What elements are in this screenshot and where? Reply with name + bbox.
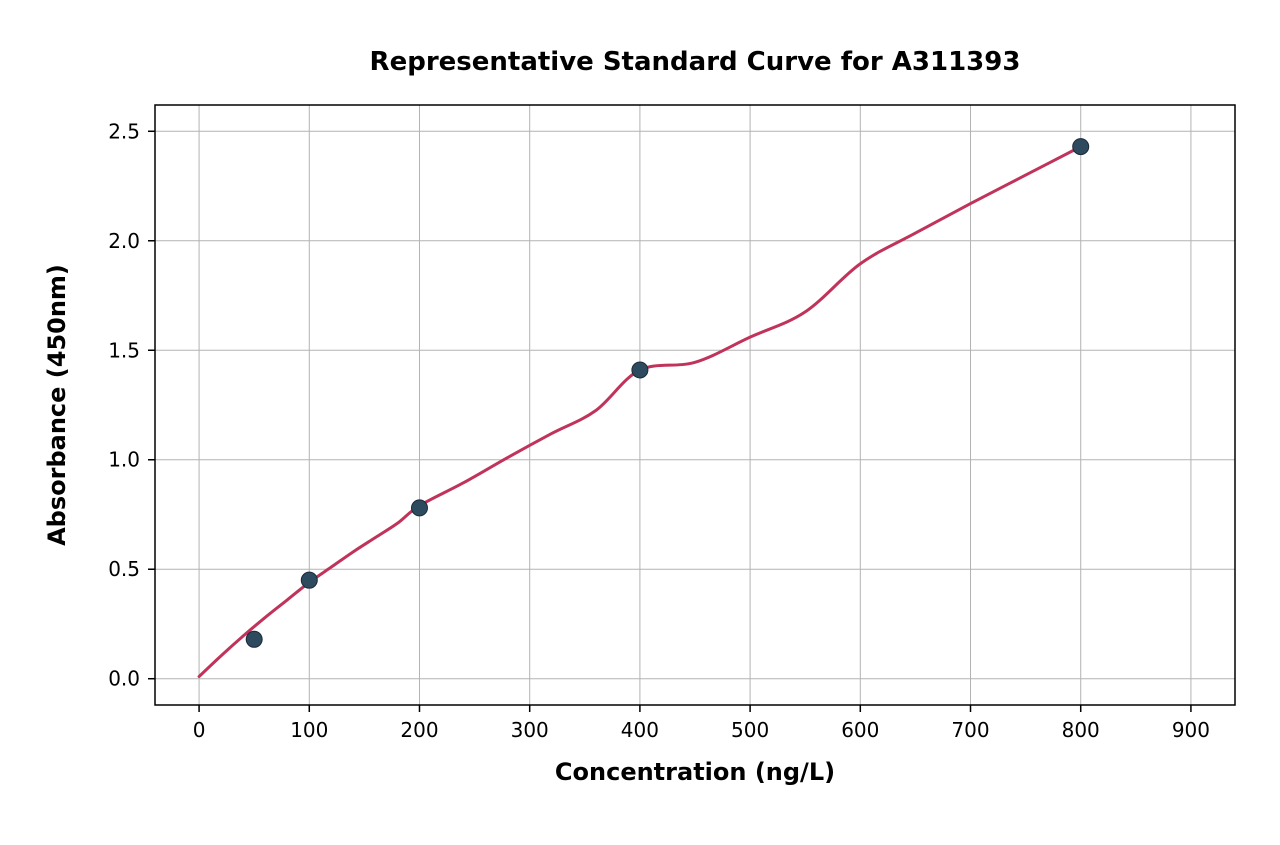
x-tick-label: 200 (400, 718, 438, 742)
x-tick-label: 100 (290, 718, 328, 742)
chart-container: 0 100 200 300 400 500 600 700 800 900 0.0 0.5 1.0 1.5… (0, 0, 1280, 845)
x-tick-label: 900 (1172, 718, 1210, 742)
data-point (246, 631, 262, 647)
y-tick-label: 2.5 (108, 119, 140, 143)
y-tick-label: 2.0 (108, 229, 140, 253)
y-axis-label: Absorbance (450nm) (43, 264, 71, 546)
x-tick-label: 800 (1062, 718, 1100, 742)
x-tick-label: 400 (621, 718, 659, 742)
x-tick-label: 0 (193, 718, 206, 742)
y-tick-label: 1.0 (108, 448, 140, 472)
data-point (301, 572, 317, 588)
data-point (1073, 139, 1089, 155)
chart-title: Representative Standard Curve for A31139… (370, 47, 1021, 77)
x-tick-label: 500 (731, 718, 769, 742)
data-point (411, 500, 427, 516)
standard-curve-chart: 0 100 200 300 400 500 600 700 800 900 0.0 0.5 1.0 1.5… (0, 0, 1280, 845)
data-point (632, 362, 648, 378)
y-tick-label: 0.0 (108, 667, 140, 691)
x-tick-label: 700 (951, 718, 989, 742)
x-tick-label: 300 (511, 718, 549, 742)
y-tick-label: 0.5 (108, 557, 140, 581)
y-tick-label: 1.5 (108, 338, 140, 362)
x-axis-label: Concentration (ng/L) (555, 758, 835, 786)
x-tick-label: 600 (841, 718, 879, 742)
